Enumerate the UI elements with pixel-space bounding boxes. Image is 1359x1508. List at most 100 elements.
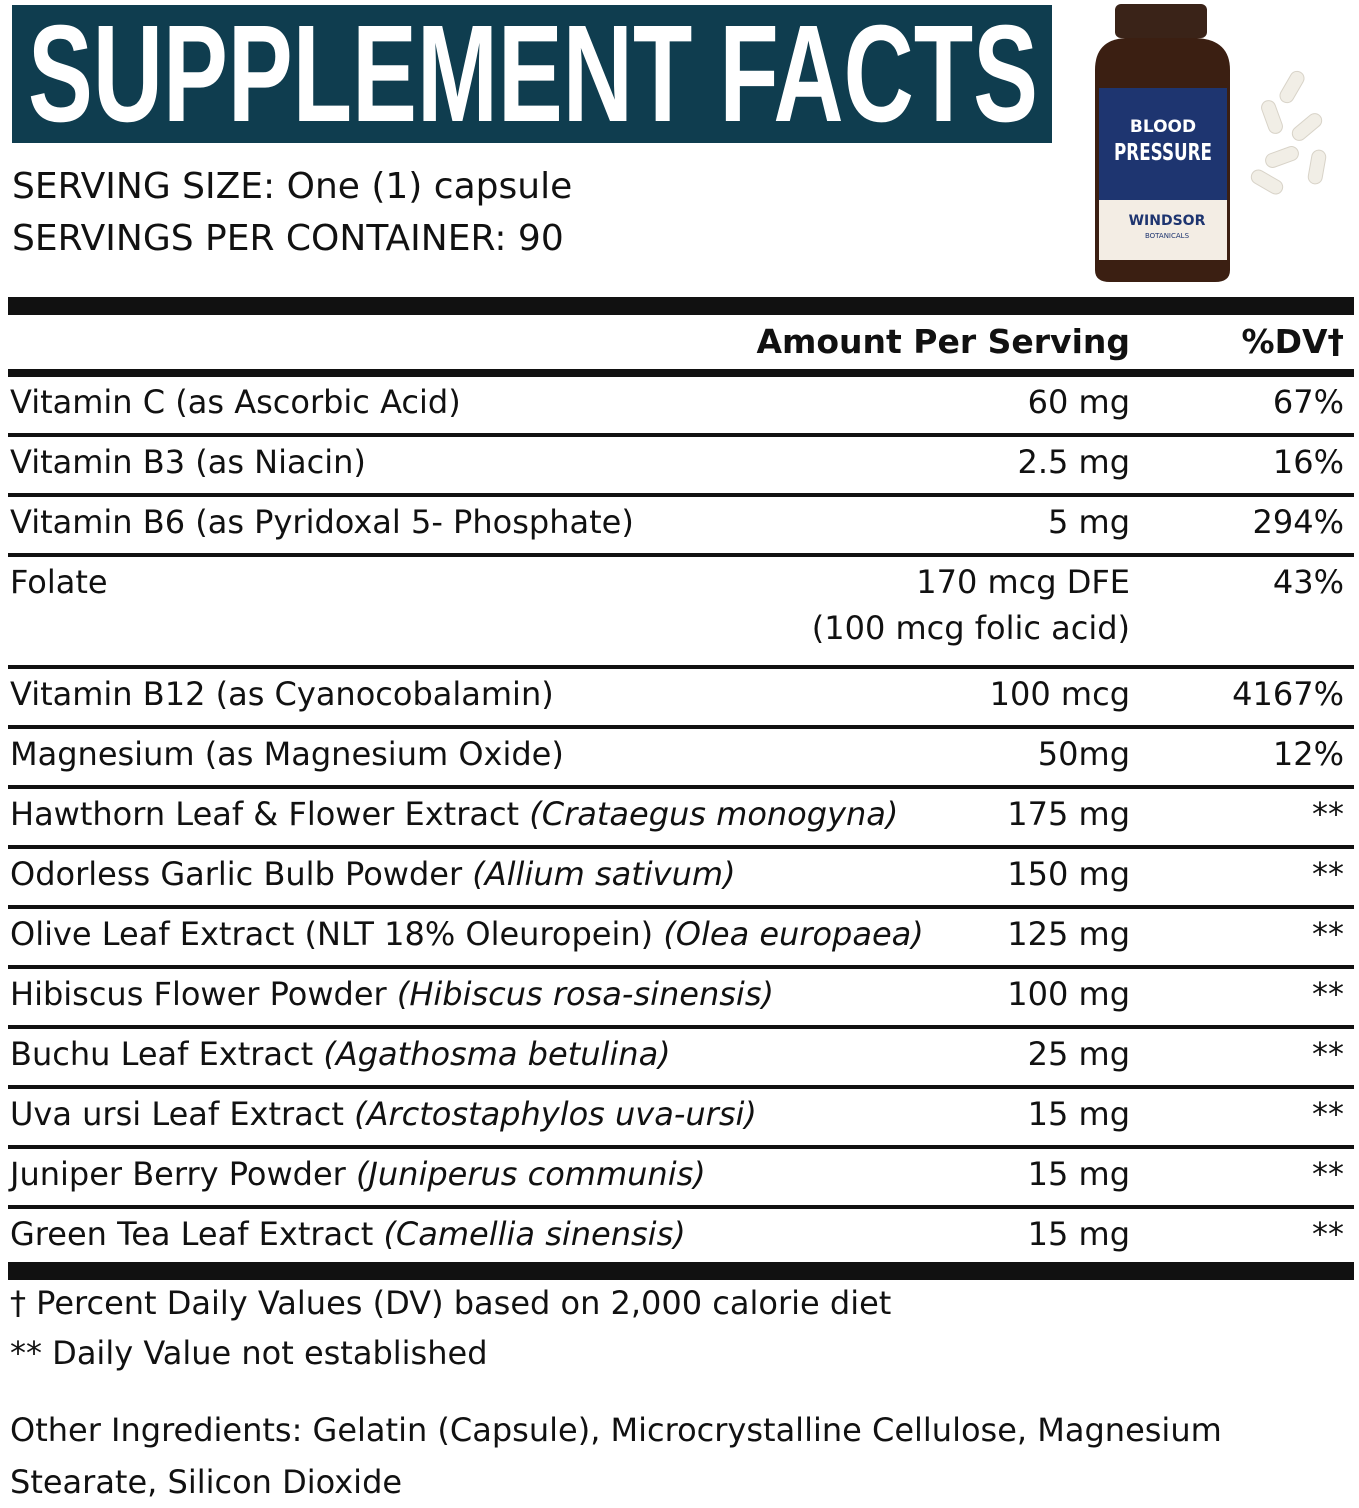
ingredient-latin: (Crataegus monogyna) [529, 795, 899, 833]
ingredient: Magnesium (as Magnesium Oxide) [10, 735, 564, 773]
thick-rule [8, 297, 1354, 315]
ingredient-latin: (Camellia sinensis) [383, 1215, 686, 1253]
ingredient-name: Vitamin B6 (as Pyridoxal 5- Phosphate) [10, 503, 634, 541]
ingredient-name: Magnesium (as Magnesium Oxide) [10, 735, 564, 773]
table-row: Buchu Leaf Extract (Agathosma betulina) 2… [8, 1029, 1354, 1089]
ingredient-latin: (Hibiscus rosa-sinensis) [396, 975, 774, 1013]
ingredient-name: Vitamin C (as Ascorbic Acid) [10, 383, 461, 421]
ingredient-latin: (Olea europaea) [663, 915, 924, 953]
daily-value: ** [1312, 795, 1344, 833]
daily-value: 67% [1272, 383, 1344, 421]
ingredient-latin: (Agathosma betulina) [323, 1035, 671, 1073]
amount: 60 mg [1027, 383, 1130, 421]
ingredient: Folate [10, 563, 108, 601]
product-image: BLOOD PRESSURE WINDSOR BOTANICALS [1095, 4, 1327, 282]
ingredient-name: Olive Leaf Extract (NLT 18% Oleuropein) [10, 915, 654, 953]
dv-header: %DV† [1241, 322, 1345, 361]
ingredient: Vitamin B6 (as Pyridoxal 5- Phosphate) [10, 503, 634, 541]
table-header: Amount Per Serving %DV† [8, 318, 1354, 370]
ingredient-name: Vitamin B3 (as Niacin) [10, 443, 366, 481]
thick-rule [8, 1262, 1354, 1280]
amount: 150 mg [1007, 855, 1130, 893]
ingredient-latin: (Juniperus communis) [355, 1155, 706, 1193]
daily-value: ** [1312, 915, 1344, 953]
daily-value: ** [1312, 975, 1344, 1013]
ingredient: Odorless Garlic Bulb Powder (Allium sati… [10, 855, 736, 893]
title: SUPPLEMENT FACTS [28, 5, 1038, 143]
table-row: Uva ursi Leaf Extract (Arctostaphylos uv… [8, 1089, 1354, 1149]
other-ingredients: Other Ingredients: Gelatin (Capsule), Mi… [10, 1411, 1222, 1501]
daily-value: 12% [1272, 735, 1344, 773]
table-row: Olive Leaf Extract (NLT 18% Oleuropein) … [8, 909, 1354, 969]
daily-value: ** [1312, 1215, 1344, 1253]
table-row: Magnesium (as Magnesium Oxide) 50mg 12% [8, 729, 1354, 789]
table-row: Vitamin B12 (as Cyanocobalamin) 100 mcg 41… [8, 669, 1354, 729]
ingredient-name: Hawthorn Leaf & Flower Extract [10, 795, 520, 833]
daily-value: ** [1312, 855, 1344, 893]
servings-per-container: SERVINGS PER CONTAINER: 90 [12, 218, 564, 259]
ingredient: Buchu Leaf Extract (Agathosma betulina) [10, 1035, 671, 1073]
table-row: Green Tea Leaf Extract (Camellia sinensi… [8, 1209, 1354, 1269]
table-row: Hawthorn Leaf & Flower Extract (Crataegu… [8, 789, 1354, 849]
ingredient-name: Vitamin B12 (as Cyanocobalamin) [10, 675, 554, 713]
ingredient-name: Uva ursi Leaf Extract [10, 1095, 344, 1133]
ingredient: Vitamin B12 (as Cyanocobalamin) [10, 675, 554, 713]
ingredient: Hawthorn Leaf & Flower Extract (Crataegu… [10, 795, 898, 833]
amount: 25 mg [1027, 1035, 1130, 1073]
ingredient: Hibiscus Flower Powder (Hibiscus rosa-si… [10, 975, 774, 1013]
amount: 15 mg [1027, 1215, 1130, 1253]
product-line2: PRESSURE [1114, 140, 1212, 166]
daily-value: ** [1312, 1035, 1344, 1073]
amount-header: Amount Per Serving [756, 322, 1130, 361]
table-row: Vitamin B6 (as Pyridoxal 5- Phosphate) 5 … [8, 497, 1354, 557]
daily-value: ** [1312, 1155, 1344, 1193]
amount: 100 mcg [989, 675, 1130, 713]
title-banner: SUPPLEMENT FACTS [12, 0, 1052, 151]
ingredient-latin: (Allium sativum) [472, 855, 736, 893]
ingredient: Juniper Berry Powder (Juniperus communis… [10, 1155, 706, 1193]
dv-footnote: † Percent Daily Values (DV) based on 2,0… [10, 1284, 892, 1322]
title-svg: SUPPLEMENT FACTS [28, 0, 1038, 151]
ingredient: Vitamin B3 (as Niacin) [10, 443, 366, 481]
amount: 2.5 mg [1017, 443, 1130, 481]
serving-size: SERVING SIZE: One (1) capsule [12, 166, 573, 207]
ingredient: Green Tea Leaf Extract (Camellia sinensi… [10, 1215, 686, 1253]
table-row: Odorless Garlic Bulb Powder (Allium sati… [8, 849, 1354, 909]
product-brand: WINDSOR [1129, 213, 1206, 229]
ingredient-name: Odorless Garlic Bulb Powder [10, 855, 463, 893]
table-body: Vitamin C (as Ascorbic Acid) 60 mg 67% Vita… [8, 377, 1354, 1269]
daily-value: 43% [1272, 563, 1344, 601]
label-bottom [1099, 200, 1227, 260]
bottle-cap [1115, 4, 1207, 38]
daily-value: 16% [1272, 443, 1344, 481]
table-row: Vitamin C (as Ascorbic Acid) 60 mg 67% [8, 377, 1354, 437]
amount: 175 mg [1007, 795, 1130, 833]
table-row: Hibiscus Flower Powder (Hibiscus rosa-si… [8, 969, 1354, 1029]
product-line1: BLOOD [1130, 117, 1196, 137]
not-established-footnote: ** Daily Value not established [10, 1334, 488, 1372]
ingredient-name: Green Tea Leaf Extract [10, 1215, 374, 1253]
capsules [1250, 70, 1327, 195]
table-row: Folate 170 mcg DFE (100 mcg folic acid) 43% [8, 557, 1354, 669]
amount: 170 mcg DFE [916, 563, 1130, 601]
amount: 125 mg [1007, 915, 1130, 953]
table-row: Vitamin B3 (as Niacin) 2.5 mg 16% [8, 437, 1354, 497]
ingredient-name: Juniper Berry Powder [10, 1155, 346, 1193]
daily-value: 294% [1252, 503, 1344, 541]
ingredient: Uva ursi Leaf Extract (Arctostaphylos uv… [10, 1095, 757, 1133]
ingredient-name: Hibiscus Flower Powder [10, 975, 387, 1013]
ingredient-latin: (Arctostaphylos uva-ursi) [354, 1095, 757, 1133]
amount: 15 mg [1027, 1095, 1130, 1133]
ingredient-name: Buchu Leaf Extract [10, 1035, 314, 1073]
amount-note: (100 mcg folic acid) [811, 609, 1130, 647]
table-row: Juniper Berry Powder (Juniperus communis… [8, 1149, 1354, 1209]
amount: 15 mg [1027, 1155, 1130, 1193]
product-brand-sub: BOTANICALS [1145, 232, 1190, 240]
daily-value: ** [1312, 1095, 1344, 1133]
amount: 50mg [1037, 735, 1130, 773]
ingredient-name: Folate [10, 563, 108, 601]
header-rule [8, 369, 1354, 377]
amount: 5 mg [1047, 503, 1130, 541]
ingredient: Olive Leaf Extract (NLT 18% Oleuropein) … [10, 915, 924, 953]
